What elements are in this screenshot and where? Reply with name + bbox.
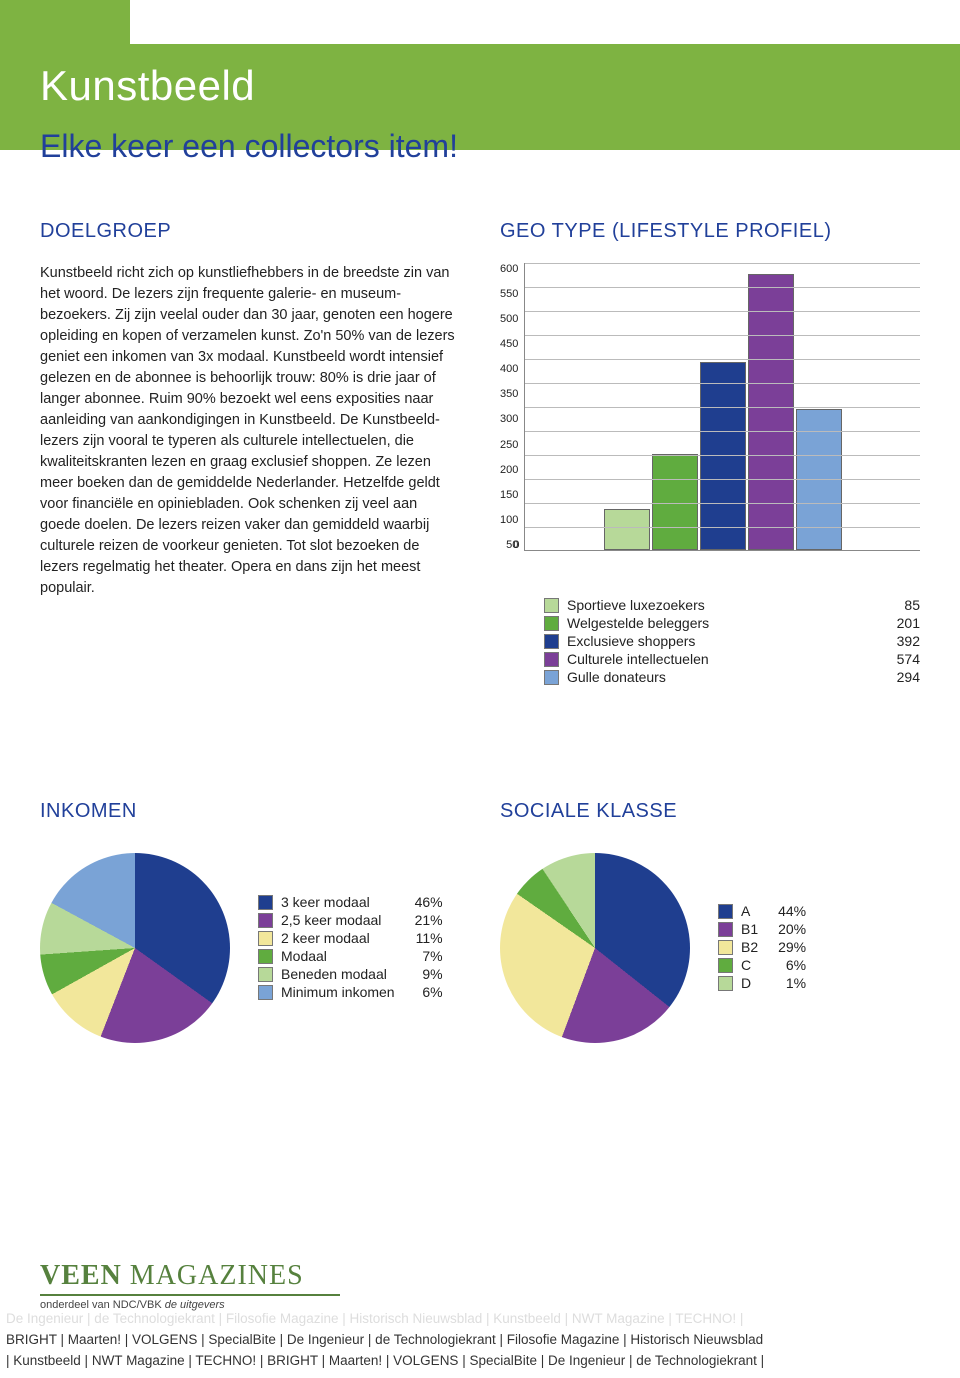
geo-heading: GEO TYPE (LIFESTYLE PROFIEL) xyxy=(500,220,920,243)
inkomen-legend: 3 keer modaal46% 2,5 keer modaal21% 2 keer… xyxy=(258,894,443,1002)
pie-legend-row: 3 keer modaal46% xyxy=(258,894,443,910)
klasse-pie-chart xyxy=(500,853,690,1043)
geo-bar xyxy=(652,454,698,550)
pie-legend-row: Beneden modaal9% xyxy=(258,966,443,982)
klasse-column: SOCIALE KLASSE A44% B120% B229% C6% D1% xyxy=(500,800,920,1043)
inkomen-pie-chart xyxy=(40,853,230,1043)
title-block: Kunstbeeld Elke keer een collectors item… xyxy=(40,62,458,165)
doelgroep-heading: DOELGROEP xyxy=(40,220,460,243)
page-subtitle: Elke keer een collectors item! xyxy=(40,128,458,165)
footer: VEEN MAGAZINES onderdeel van NDC/VBK de … xyxy=(0,1254,960,1378)
klasse-legend: A44% B120% B229% C6% D1% xyxy=(718,903,806,993)
pie-legend-row: D1% xyxy=(718,975,806,991)
doelgroep-column: DOELGROEP Kunstbeeld richt zich op kunst… xyxy=(40,220,460,687)
pie-legend-row: Minimum inkomen6% xyxy=(258,984,443,1000)
geo-legend-row: Welgestelde beleggers201 xyxy=(544,615,920,631)
footer-line-1: De Ingenieur | de Technologiekrant | Fil… xyxy=(6,1309,954,1330)
geo-y-axis: 60055050045040035030025020015010050 xyxy=(500,263,524,551)
geo-legend: Sportieve luxezoekers85 Welgestelde beleg… xyxy=(544,597,920,685)
pie-legend-row: Modaal7% xyxy=(258,948,443,964)
geo-bar-chart: 60055050045040035030025020015010050 0 xyxy=(500,263,920,583)
geo-legend-row: Gulle donateurs294 xyxy=(544,669,920,685)
publisher-logo: VEEN MAGAZINES onderdeel van NDC/VBK de … xyxy=(40,1260,340,1311)
footer-line-2: BRIGHT | Maarten! | VOLGENS | SpecialBit… xyxy=(6,1330,954,1351)
inkomen-heading: INKOMEN xyxy=(40,800,460,823)
logo-rule xyxy=(40,1294,340,1296)
header-accent-tab xyxy=(0,0,130,44)
pie-legend-row: 2,5 keer modaal21% xyxy=(258,912,443,928)
pie-legend-row: A44% xyxy=(718,903,806,919)
page-title: Kunstbeeld xyxy=(40,62,458,110)
doelgroep-text: Kunstbeeld richt zich op kunstliefhebber… xyxy=(40,263,460,599)
geo-plot-area: 0 xyxy=(524,263,920,551)
geo-zero-label: 0 xyxy=(513,539,908,551)
pie-legend-row: C6% xyxy=(718,957,806,973)
pie-legend-row: 2 keer modaal11% xyxy=(258,930,443,946)
footer-line-3: | Kunstbeeld | NWT Magazine | TECHNO! | … xyxy=(6,1351,954,1372)
geo-bar xyxy=(748,274,794,550)
pie-legend-row: B229% xyxy=(718,939,806,955)
geo-legend-row: Exclusieve shoppers392 xyxy=(544,633,920,649)
geo-legend-row: Sportieve luxezoekers85 xyxy=(544,597,920,613)
geo-column: GEO TYPE (LIFESTYLE PROFIEL) 60055050045… xyxy=(500,220,920,687)
geo-legend-row: Culturele intellectuelen574 xyxy=(544,651,920,667)
footer-magazine-list: De Ingenieur | de Technologiekrant | Fil… xyxy=(0,1309,960,1378)
klasse-heading: SOCIALE KLASSE xyxy=(500,800,920,823)
logo-text: VEEN MAGAZINES xyxy=(40,1260,340,1292)
inkomen-column: INKOMEN 3 keer modaal46% 2,5 keer modaal2… xyxy=(40,800,460,1043)
pie-legend-row: B120% xyxy=(718,921,806,937)
